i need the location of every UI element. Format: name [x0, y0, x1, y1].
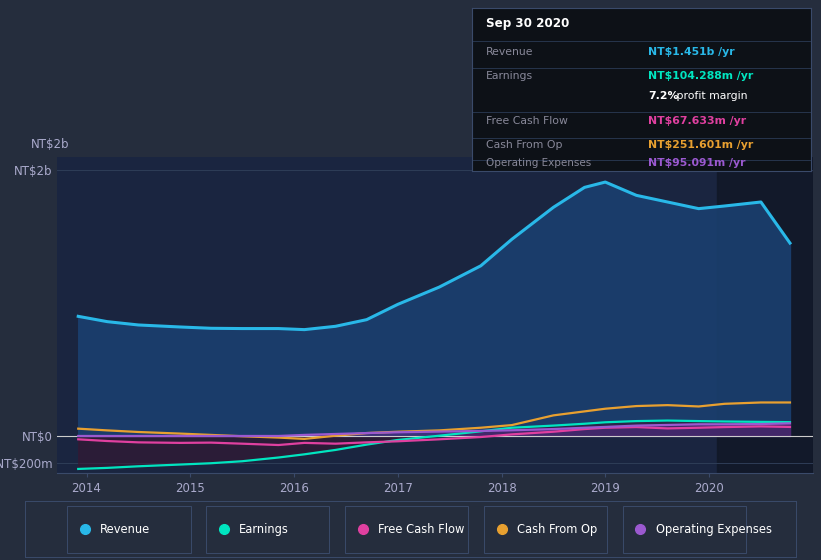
Text: Free Cash Flow: Free Cash Flow: [378, 522, 465, 536]
Text: Sep 30 2020: Sep 30 2020: [486, 16, 569, 30]
Text: NT$2b: NT$2b: [31, 138, 70, 151]
Text: Revenue: Revenue: [100, 522, 150, 536]
Text: Operating Expenses: Operating Expenses: [486, 157, 591, 167]
Text: NT$67.633m /yr: NT$67.633m /yr: [649, 116, 746, 126]
Text: Operating Expenses: Operating Expenses: [656, 522, 772, 536]
Text: profit margin: profit margin: [672, 91, 747, 101]
Text: 7.2%: 7.2%: [649, 91, 679, 101]
Text: Earnings: Earnings: [486, 71, 533, 81]
Text: Earnings: Earnings: [239, 522, 289, 536]
Bar: [718, 157, 813, 473]
Text: Revenue: Revenue: [486, 47, 533, 57]
Text: NT$251.601m /yr: NT$251.601m /yr: [649, 139, 754, 150]
Text: Cash From Op: Cash From Op: [517, 522, 597, 536]
Text: NT$104.288m /yr: NT$104.288m /yr: [649, 71, 754, 81]
Text: NT$95.091m /yr: NT$95.091m /yr: [649, 157, 746, 167]
Text: Free Cash Flow: Free Cash Flow: [486, 116, 567, 126]
Text: NT$1.451b /yr: NT$1.451b /yr: [649, 47, 735, 57]
Text: Cash From Op: Cash From Op: [486, 139, 562, 150]
